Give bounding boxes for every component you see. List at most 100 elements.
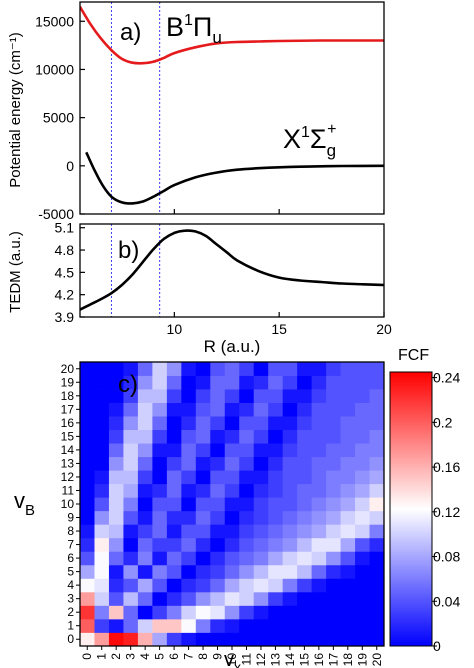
y-tick-label: 13 xyxy=(61,456,75,470)
heatmap-cell xyxy=(253,429,269,444)
heatmap-cell xyxy=(195,537,211,552)
heatmap-cell xyxy=(311,524,327,539)
heatmap-cell xyxy=(239,632,255,647)
heatmap-cell xyxy=(210,416,226,431)
y-tick-label: 0 xyxy=(67,632,74,646)
heatmap-cell xyxy=(123,564,139,579)
heatmap-cell xyxy=(166,416,182,431)
y-tick-label: 15 xyxy=(61,429,75,443)
heatmap-cell xyxy=(108,524,124,539)
heatmap-cell xyxy=(355,483,370,498)
heatmap-cell xyxy=(181,618,197,633)
heatmap-cell xyxy=(152,564,168,579)
heatmap-cell xyxy=(340,443,356,458)
heatmap-cell xyxy=(80,483,95,498)
heatmap-cell xyxy=(123,456,139,471)
heatmap-cell xyxy=(326,389,341,403)
heatmap-cell xyxy=(282,470,298,485)
heatmap-cell xyxy=(181,416,197,431)
y-tick-label: 8 xyxy=(67,524,74,538)
heatmap-cell xyxy=(181,456,197,471)
y-tick-label: 19 xyxy=(61,375,75,389)
heatmap-cell xyxy=(137,578,153,593)
heatmap-cell xyxy=(326,605,341,620)
heatmap-cell xyxy=(224,402,240,417)
heatmap-cell xyxy=(253,389,269,403)
series-line-0-1 xyxy=(85,151,384,205)
heatmap-cell xyxy=(210,483,226,498)
heatmap-cell xyxy=(224,443,240,458)
heatmap-cell xyxy=(152,362,168,376)
heatmap-cell xyxy=(195,605,211,620)
heatmap-cell xyxy=(224,564,240,579)
heatmap-cell xyxy=(80,456,95,471)
heatmap-cell xyxy=(355,510,370,525)
heatmap-cell xyxy=(224,551,240,566)
heatmap-cell xyxy=(239,537,255,552)
x-tick-label: 6 xyxy=(167,653,181,660)
y-tick-label: 3.9 xyxy=(55,309,75,325)
x-tick-label: 5 xyxy=(153,653,167,660)
heatmap-cell xyxy=(355,605,370,620)
y-tick-label: 18 xyxy=(61,389,75,403)
heatmap-cell xyxy=(152,605,168,620)
heatmap-cell xyxy=(239,416,255,431)
heatmap-cell xyxy=(282,551,298,566)
heatmap-cell xyxy=(355,402,370,417)
heatmap-cell xyxy=(369,402,385,417)
heatmap-cell xyxy=(355,578,370,593)
heatmap-cell xyxy=(181,362,197,376)
heatmap-cell xyxy=(195,429,211,444)
heatmap-cell xyxy=(224,375,240,390)
heatmap-cell xyxy=(355,564,370,579)
heatmap-cell xyxy=(195,416,211,431)
heatmap-cell xyxy=(123,443,139,458)
heatmap-cell xyxy=(282,605,298,620)
heatmap-cell xyxy=(80,551,95,566)
heatmap-cell xyxy=(195,456,211,471)
colorbar-tick-label: 0 xyxy=(433,638,441,654)
heatmap-cell xyxy=(224,416,240,431)
heatmap-cell xyxy=(268,470,284,485)
heatmap-cell xyxy=(210,497,226,512)
heatmap-cell xyxy=(297,510,313,525)
heatmap-cell xyxy=(210,429,226,444)
x-tick-label: 2 xyxy=(109,653,123,660)
panel-b-plot-area xyxy=(80,224,384,317)
series-line-0-0 xyxy=(80,6,384,65)
heatmap-cell xyxy=(311,564,327,579)
heatmap-cell xyxy=(80,591,95,606)
heatmap-cell xyxy=(210,524,226,539)
heatmap-cell xyxy=(355,524,370,539)
heatmap-cell xyxy=(80,632,95,647)
heatmap-cell xyxy=(195,375,211,390)
heatmap-cell xyxy=(210,389,226,403)
y-tick-label: 1 xyxy=(67,619,74,633)
heatmap-cell xyxy=(282,537,298,552)
heatmap-cell xyxy=(108,416,124,431)
heatmap-cell xyxy=(355,456,370,471)
heatmap-cell xyxy=(195,524,211,539)
heatmap-ylabel: vB xyxy=(14,488,35,519)
heatmap-cell xyxy=(239,402,255,417)
heatmap-cell xyxy=(152,375,168,390)
heatmap-cell xyxy=(195,402,211,417)
heatmap-cell xyxy=(137,483,153,498)
heatmap-cell xyxy=(340,578,356,593)
heatmap-cell xyxy=(166,618,182,633)
heatmap-cell xyxy=(137,402,153,417)
heatmap-cell xyxy=(297,429,313,444)
heatmap-cell xyxy=(268,564,284,579)
x-tick-label: 10 xyxy=(167,321,183,337)
heatmap-cell xyxy=(94,578,110,593)
heatmap-cell xyxy=(108,456,124,471)
heatmap-cell xyxy=(297,524,313,539)
heatmap-cell xyxy=(297,591,313,606)
heatmap-cell xyxy=(369,416,385,431)
heatmap-cell xyxy=(123,578,139,593)
heatmap-cell xyxy=(152,551,168,566)
heatmap-cell xyxy=(123,618,139,633)
heatmap-cell xyxy=(195,470,211,485)
heatmap-cells xyxy=(80,362,385,647)
heatmap-cell xyxy=(210,470,226,485)
